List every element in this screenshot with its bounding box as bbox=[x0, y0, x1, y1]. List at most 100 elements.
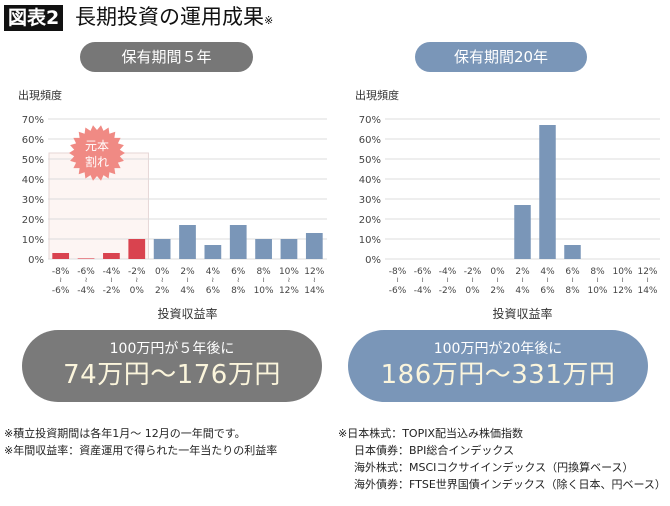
y-axis-title: 出現頻度 bbox=[355, 88, 399, 102]
bar bbox=[514, 205, 531, 259]
y-tick-label: 40% bbox=[359, 175, 381, 186]
x-tick-separator: ≀ bbox=[161, 276, 164, 284]
x-tick-label: 6% bbox=[565, 267, 580, 277]
x-tick-separator: ≀ bbox=[396, 276, 399, 284]
y-tick-label: 30% bbox=[22, 195, 44, 206]
charts: 出現頻度0%10%20%30%40%50%60%70%-8%≀-6%-6%≀-4… bbox=[18, 88, 660, 321]
note: ※日本株式：TOPIX配当込み株価指数 bbox=[338, 427, 524, 440]
bar bbox=[539, 125, 556, 259]
x-tick-label: 6% bbox=[206, 286, 221, 296]
x-tick-label: -4% bbox=[439, 267, 457, 277]
x-tick-label: 8% bbox=[590, 267, 605, 277]
x-tick-separator: ≀ bbox=[262, 276, 265, 284]
x-tick-label: -2% bbox=[128, 267, 146, 277]
x-tick-label: 10% bbox=[612, 267, 632, 277]
y-tick-label: 20% bbox=[359, 215, 381, 226]
y-tick-label: 70% bbox=[22, 115, 44, 126]
y-tick-label: 0% bbox=[28, 255, 44, 266]
x-tick-separator: ≀ bbox=[110, 276, 113, 284]
x-tick-label: -6% bbox=[77, 267, 95, 277]
x-tick-label: 14% bbox=[637, 286, 657, 296]
title-text: 長期投資の運用成果 bbox=[75, 5, 264, 29]
x-tick-separator: ≀ bbox=[546, 276, 549, 284]
x-tick-label: 6% bbox=[231, 267, 246, 277]
bar bbox=[77, 258, 95, 259]
x-tick-label: 0% bbox=[490, 267, 505, 277]
y-tick-label: 10% bbox=[22, 235, 44, 246]
bar bbox=[52, 253, 70, 259]
x-tick-label: -4% bbox=[103, 267, 121, 277]
x-tick-separator: ≀ bbox=[288, 276, 291, 284]
x-tick-separator: ≀ bbox=[471, 276, 474, 284]
x-axis-title: 投資収益率 bbox=[157, 306, 217, 321]
x-tick-separator: ≀ bbox=[496, 276, 499, 284]
bar bbox=[280, 239, 298, 259]
x-tick-label: -2% bbox=[439, 286, 457, 296]
x-tick-label: -8% bbox=[52, 267, 70, 277]
bar bbox=[103, 253, 120, 259]
x-tick-separator: ≀ bbox=[621, 276, 624, 284]
result-main: 186万円〜331万円 bbox=[380, 360, 616, 390]
bar bbox=[229, 225, 247, 259]
y-tick-label: 60% bbox=[22, 135, 44, 146]
note: 海外債券：FTSE世界国債インデックス（除く日本、円ベース） bbox=[354, 478, 666, 491]
x-tick-separator: ≀ bbox=[571, 276, 574, 284]
x-tick-separator: ≀ bbox=[446, 276, 449, 284]
panel-header-5y: 保有期間５年 bbox=[80, 42, 253, 72]
x-tick-label: -8% bbox=[389, 267, 407, 277]
x-tick-separator: ≀ bbox=[646, 276, 649, 284]
x-tick-label: 0% bbox=[155, 267, 170, 277]
x-tick-label: 2% bbox=[490, 286, 505, 296]
x-tick-separator: ≀ bbox=[596, 276, 599, 284]
x-tick-separator: ≀ bbox=[237, 276, 240, 284]
x-tick-label: 0% bbox=[465, 286, 480, 296]
x-tick-label: 10% bbox=[279, 267, 299, 277]
x-tick-label: 12% bbox=[612, 286, 632, 296]
note: ※積立投資期間は各年1月〜 12月の一年間です。 bbox=[4, 427, 246, 440]
figure-label: 図表2 bbox=[4, 5, 64, 31]
x-tick-separator: ≀ bbox=[186, 276, 189, 284]
starburst-badge bbox=[69, 125, 125, 181]
x-tick-separator: ≀ bbox=[313, 276, 316, 284]
x-tick-label: 10% bbox=[587, 286, 607, 296]
annotation-text: 元本 bbox=[85, 139, 109, 153]
notes-left: ※積立投資期間は各年1月〜 12月の一年間です。 ※年間収益率：資産運用で得られ… bbox=[4, 425, 277, 459]
notes-right: ※日本株式：TOPIX配当込み株価指数 日本債券：BPI総合インデックス 海外株… bbox=[338, 425, 666, 493]
x-tick-label: 10% bbox=[254, 286, 274, 296]
x-tick-label: -2% bbox=[103, 286, 121, 296]
y-tick-label: 40% bbox=[22, 175, 44, 186]
y-tick-label: 70% bbox=[359, 115, 381, 126]
y-tick-label: 0% bbox=[365, 255, 381, 266]
x-tick-separator: ≀ bbox=[212, 276, 215, 284]
x-tick-label: 2% bbox=[515, 267, 530, 277]
y-tick-label: 30% bbox=[359, 195, 381, 206]
panel-header-20y: 保有期間20年 bbox=[415, 42, 587, 72]
result-sub: 100万円が５年後に bbox=[109, 341, 235, 357]
y-axis-title: 出現頻度 bbox=[18, 88, 62, 102]
x-tick-label: -4% bbox=[414, 286, 432, 296]
y-tick-label: 20% bbox=[22, 215, 44, 226]
bar bbox=[564, 245, 581, 259]
x-tick-label: 4% bbox=[180, 286, 195, 296]
result-sub: 100万円が20年後に bbox=[433, 341, 563, 357]
title-note: ※ bbox=[264, 14, 274, 27]
x-tick-label: 8% bbox=[231, 286, 246, 296]
x-tick-label: 8% bbox=[256, 267, 271, 277]
x-tick-label: -4% bbox=[77, 286, 95, 296]
y-tick-label: 50% bbox=[359, 155, 381, 166]
y-tick-label: 10% bbox=[359, 235, 381, 246]
x-tick-label: 6% bbox=[540, 286, 555, 296]
x-tick-label: 12% bbox=[637, 267, 657, 277]
figure-title: 長期投資の運用成果※ bbox=[75, 4, 273, 34]
bar bbox=[179, 225, 196, 259]
note: 日本債券：BPI総合インデックス bbox=[354, 444, 515, 457]
y-tick-label: 50% bbox=[22, 155, 44, 166]
x-axis-title: 投資収益率 bbox=[492, 306, 552, 321]
bar bbox=[128, 239, 146, 259]
note: ※年間収益率：資産運用で得られた一年当たりの利益率 bbox=[4, 444, 278, 457]
x-tick-label: 4% bbox=[540, 267, 555, 277]
x-tick-label: -6% bbox=[389, 286, 407, 296]
result-box-5y: 100万円が５年後に 74万円〜176万円 bbox=[22, 330, 322, 402]
x-tick-separator: ≀ bbox=[59, 276, 62, 284]
result-box-20y: 100万円が20年後に 186万円〜331万円 bbox=[348, 330, 648, 402]
